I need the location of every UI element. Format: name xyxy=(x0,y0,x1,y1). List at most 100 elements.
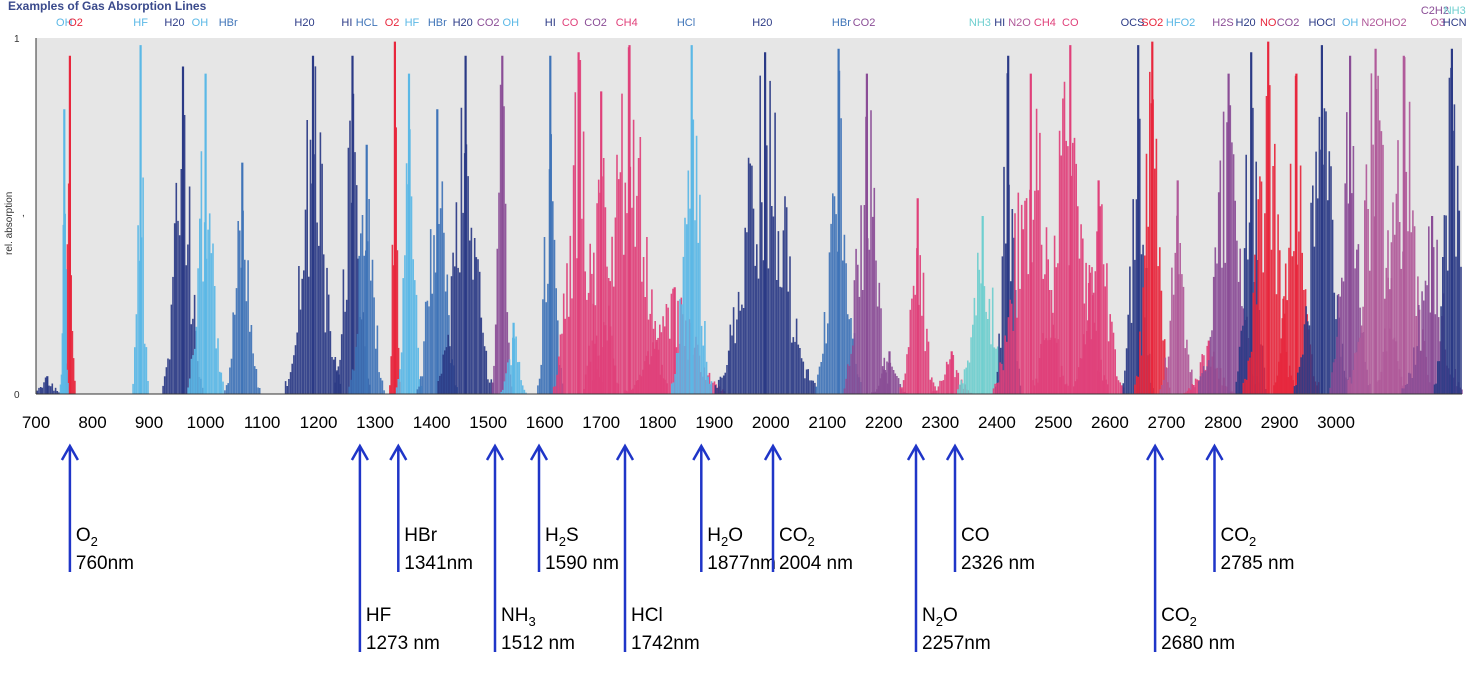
gas-label: N2O xyxy=(1361,17,1384,29)
annotation-gas: HCl xyxy=(631,605,663,626)
annotation-arrow-head xyxy=(350,443,369,461)
wavelength-annotation: H2S 1590 nm xyxy=(529,443,619,574)
x-tick-label: 1700 xyxy=(582,413,620,432)
wavelength-annotation: HBr 1341nm xyxy=(389,443,473,574)
absorption-band xyxy=(1159,180,1196,394)
gas-label: HF xyxy=(405,17,420,29)
gas-label: HBr xyxy=(832,17,851,29)
annotation-arrow-head xyxy=(692,443,711,461)
annotation-gas: CO2 xyxy=(1221,525,1257,549)
absorption-band xyxy=(132,45,149,394)
annotation-arrow-head xyxy=(945,443,965,461)
x-tick-label: 3000 xyxy=(1317,413,1355,432)
wavelength-annotation: H2O 1877nm xyxy=(692,443,776,574)
x-tick-label: 1200 xyxy=(300,413,338,432)
x-tick-label: 2200 xyxy=(865,413,903,432)
gas-label: HI xyxy=(994,17,1005,29)
gas-label: NO xyxy=(1260,17,1277,29)
absorption-band xyxy=(899,198,936,394)
wavelength-annotation: CO 2326 nm xyxy=(945,443,1035,574)
absorption-band xyxy=(500,322,527,394)
annotation-gas: HF xyxy=(366,605,391,626)
absorption-band xyxy=(437,55,494,394)
gas-label: H2S xyxy=(1212,17,1233,29)
gas-label: H20 xyxy=(294,17,314,29)
gas-label: H20 xyxy=(1236,17,1256,29)
gas-label: H20 xyxy=(752,17,772,29)
wavelength-annotation: HF 1273 nm xyxy=(350,443,440,654)
annotation-arrow-head xyxy=(389,443,408,461)
absorption-band xyxy=(224,162,261,394)
gas-label: CH4 xyxy=(616,17,638,29)
gas-label: O2 xyxy=(68,17,83,29)
absorption-band xyxy=(389,41,401,394)
annotation-wavelength: 1341nm xyxy=(404,553,473,574)
annotation-wavelength: 2680 nm xyxy=(1161,633,1235,654)
annotation-arrow-head xyxy=(1205,443,1224,461)
x-tick-label: 1400 xyxy=(413,413,451,432)
gas-label: OH xyxy=(503,17,520,29)
chart-title: Examples of Gas Absorption Lines xyxy=(8,0,207,13)
absorption-band xyxy=(395,73,423,394)
absorption-band xyxy=(284,55,342,394)
gas-label: CH4 xyxy=(1034,17,1056,29)
x-tick-label: 2000 xyxy=(752,413,790,432)
gas-label: HCN xyxy=(1443,17,1467,29)
annotation-wavelength: 2257nm xyxy=(922,633,991,654)
absorption-band xyxy=(957,216,1009,394)
gas-label: OH xyxy=(192,17,209,29)
annotation-gas: HBr xyxy=(404,525,437,546)
wavelength-annotation: O2 760nm xyxy=(60,443,134,574)
annotation-gas: H2S xyxy=(545,525,579,549)
x-tick-label: 2400 xyxy=(978,413,1016,432)
annotation-wavelength: 1512 nm xyxy=(501,633,575,654)
x-tick-label: 2800 xyxy=(1204,413,1242,432)
absorption-band xyxy=(1375,55,1432,394)
x-tick-label: 1500 xyxy=(469,413,507,432)
gas-label: OCS xyxy=(1121,17,1145,29)
wavelength-annotation: HCl 1742nm xyxy=(615,443,700,654)
annotation-gas: N2O xyxy=(922,605,958,629)
x-tick-label: 2700 xyxy=(1147,413,1185,432)
gas-label: HBr xyxy=(428,17,447,29)
gas-label: CO2 xyxy=(477,17,500,29)
absorption-band xyxy=(348,144,385,394)
y-tick-bottom: 0 xyxy=(14,390,20,401)
absorption-band xyxy=(670,45,713,394)
x-tick-label: 1000 xyxy=(187,413,225,432)
annotation-arrow-head xyxy=(763,443,783,461)
annotation-wavelength: 1742nm xyxy=(631,633,700,654)
gas-label: NH3 xyxy=(969,17,991,29)
absorption-band xyxy=(714,52,816,394)
gas-label: O3 xyxy=(1430,17,1445,29)
gas-label: HI xyxy=(545,17,556,29)
y-tick-mid: , xyxy=(22,208,25,219)
x-tick-label: 2100 xyxy=(808,413,846,432)
gas-label: CO2 xyxy=(1277,17,1300,29)
absorption-band xyxy=(1032,45,1109,394)
annotation-wavelength: 2004 nm xyxy=(779,553,853,574)
x-tick-label: 1100 xyxy=(244,413,281,432)
gas-label: OH xyxy=(1342,17,1359,29)
gas-label: HFO2 xyxy=(1166,17,1195,29)
absorption-band xyxy=(591,45,668,394)
wavelength-annotation: NH3 1512 nm xyxy=(485,443,575,654)
annotation-arrow-head xyxy=(906,443,926,461)
x-tick-label: 2300 xyxy=(921,413,959,432)
x-tick-label: 900 xyxy=(135,413,163,432)
gas-label: HOCl xyxy=(1308,17,1335,29)
x-tick-label: 1300 xyxy=(356,413,394,432)
annotation-gas: NH3 xyxy=(501,605,536,629)
gas-label: CO xyxy=(562,17,579,29)
gas-label: H20 xyxy=(164,17,184,29)
x-tick-label: 2500 xyxy=(1034,413,1072,432)
gas-label: NH3 xyxy=(1444,5,1466,17)
annotation-gas: H2O xyxy=(707,525,743,549)
x-tick-label: 1800 xyxy=(639,413,677,432)
wavelength-annotation: N2O 2257nm xyxy=(906,443,991,654)
annotation-arrow-head xyxy=(1146,443,1165,461)
annotation-gas: CO2 xyxy=(779,525,815,549)
annotation-wavelength: 1590 nm xyxy=(545,553,619,574)
x-tick-labels: 700 800 900 1000 1100 1200 1300 1400 1500 1600 170… xyxy=(22,413,1355,432)
